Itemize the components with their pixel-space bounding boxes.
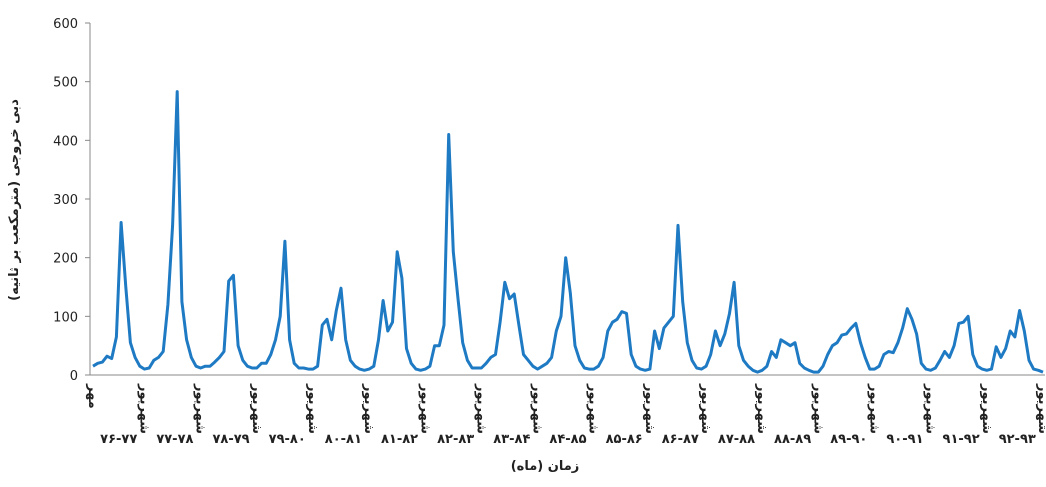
x-tick-label: شهریور — [193, 383, 208, 434]
y-tick-label: 100 — [53, 310, 78, 325]
year-label: ۷۹-۸۰ — [269, 432, 306, 447]
y-tick-label: 300 — [53, 193, 78, 208]
x-tick-label: شهریور — [979, 383, 994, 434]
x-tick-label: شهریور — [754, 383, 769, 434]
y-tick-label: 600 — [53, 17, 78, 32]
year-label: ۸۳-۸۴ — [493, 432, 530, 447]
x-tick-label: شهریور — [417, 383, 432, 434]
x-tick-label: شهریور — [1035, 383, 1046, 434]
x-axis-label: زمان (ماه) — [511, 459, 580, 474]
x-tick-label: شهریور — [136, 383, 151, 434]
year-label: ۸۱-۸۲ — [381, 432, 418, 447]
year-label: ۸۰-۸۱ — [325, 432, 362, 447]
year-label: ۹۲-۹۳ — [999, 432, 1036, 447]
x-tick-label: شهریور — [530, 383, 545, 434]
year-label: ۸۴-۸۵ — [549, 432, 586, 447]
year-label: ۹۰-۹۱ — [886, 432, 923, 447]
x-tick-label: شهریور — [867, 383, 882, 434]
year-label: ۸۲-۸۳ — [437, 432, 474, 447]
x-tick-label: شهریور — [586, 383, 601, 434]
year-label: ۸۷-۸۸ — [718, 432, 755, 447]
year-label: ۷۸-۷۹ — [212, 432, 249, 447]
x-tick-label: شهریور — [361, 383, 376, 434]
y-tick-label: 500 — [53, 76, 78, 91]
x-tick-label: شهریور — [698, 383, 713, 434]
y-tick-label: 200 — [53, 252, 78, 267]
y-tick-label: 400 — [53, 134, 78, 149]
x-tick-label: شهریور — [473, 383, 488, 434]
x-tick-label: مهر — [85, 383, 100, 409]
year-label: ۷۷-۷۸ — [156, 432, 193, 447]
year-label: ۷۶-۷۷ — [100, 432, 137, 447]
y-axis-label: دبی خروجی (مترمکعب بر ثانیه) — [7, 99, 22, 301]
x-tick-label: شهریور — [249, 383, 264, 434]
year-label: ۸۹-۹۰ — [830, 432, 867, 447]
year-label: ۸۶-۸۷ — [662, 432, 699, 447]
year-label: ۸۵-۸۶ — [606, 432, 643, 447]
year-label: ۸۸-۸۹ — [774, 432, 811, 447]
x-tick-label: شهریور — [305, 383, 320, 434]
y-tick-label: 0 — [70, 369, 78, 384]
data-line — [92, 90, 1044, 374]
year-label: ۹۱-۹۲ — [943, 432, 980, 447]
x-tick-label: شهریور — [923, 383, 938, 434]
x-tick-label: شهریور — [810, 383, 825, 434]
x-tick-label: شهریور — [642, 383, 657, 434]
